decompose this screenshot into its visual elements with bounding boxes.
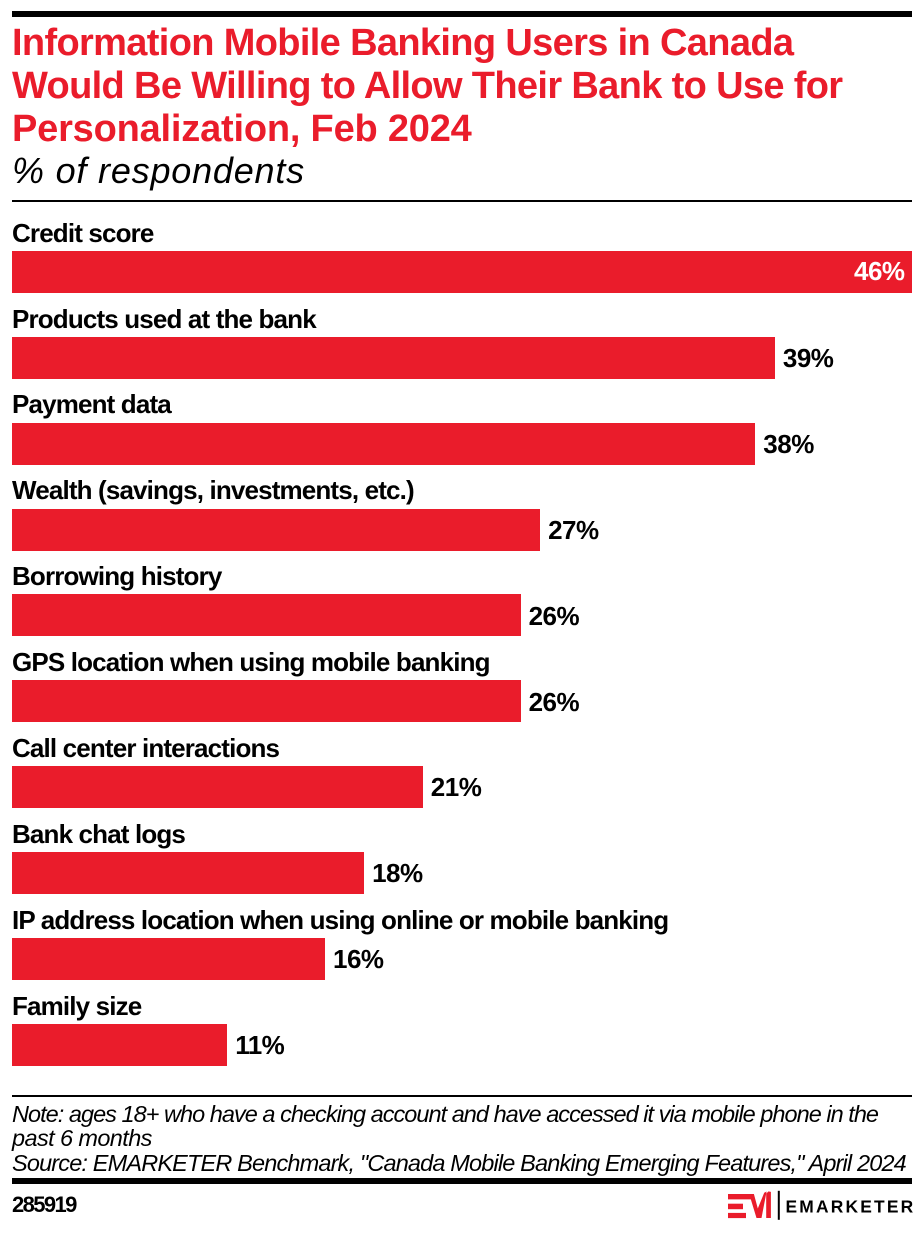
svg-text:EMARKETER: EMARKETER [786, 1197, 916, 1217]
